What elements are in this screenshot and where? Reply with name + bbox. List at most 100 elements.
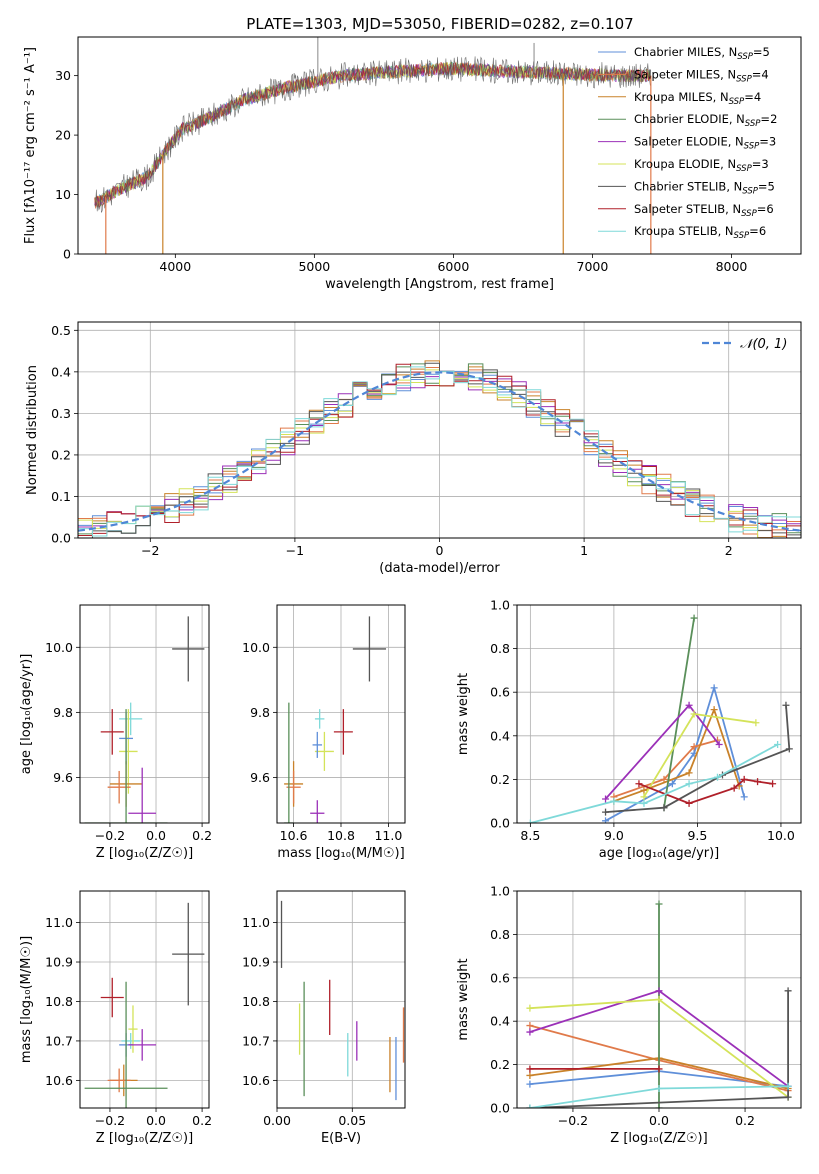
mass-weight-vs-age-marks xyxy=(526,614,793,823)
weight-marker xyxy=(526,1028,534,1036)
y-tick-label: 10.8 xyxy=(45,994,73,1009)
x-tick-label: 9.5 xyxy=(687,828,707,843)
age-vs-mass-grid xyxy=(277,605,405,823)
y-tick-label: 0.6 xyxy=(490,970,510,985)
spectrum-line-chabrier-stelib xyxy=(94,56,651,213)
mass-weight-vs-metallicity-marks xyxy=(526,900,792,1108)
weight-marker xyxy=(685,799,693,807)
y-tick-label: 9.6 xyxy=(250,770,270,785)
y-tick-label: 10.6 xyxy=(45,1073,73,1088)
errorbar-point xyxy=(84,709,168,823)
weight-marker xyxy=(774,741,782,749)
legend-nssp-value: 6 xyxy=(759,224,766,238)
y-tick-label: 10.8 xyxy=(242,994,270,1009)
weight-marker xyxy=(640,786,648,794)
x-tick-label: 0.0 xyxy=(649,1113,669,1128)
x-axis-label: Z [log₁₀(Z/Z☉)] xyxy=(610,1131,707,1146)
weight-marker xyxy=(526,1071,534,1079)
y-tick-label: 10.9 xyxy=(45,955,73,970)
y-tick-label: 10.0 xyxy=(242,640,270,655)
y-tick-label: 10.7 xyxy=(242,1033,270,1048)
x-tick-label: 5000 xyxy=(298,259,330,274)
weight-marker xyxy=(655,996,663,1003)
x-tick-label: 0 xyxy=(436,543,444,558)
legend-label: Kroupa MILES, NSSP=4 xyxy=(634,90,761,107)
plot-frame xyxy=(79,890,210,1109)
legend-label: Chabrier MILES, NSSP=5 xyxy=(634,45,770,62)
weight-series-chabrier-miles xyxy=(602,684,748,823)
y-tick-label: 0.4 xyxy=(490,1014,510,1029)
weight-line xyxy=(530,743,779,823)
errorbar-point xyxy=(128,1005,138,1053)
weight-marker xyxy=(730,784,738,792)
x-axis-label: wavelength [Angstrom, rest frame] xyxy=(325,277,554,292)
x-tick-label: −0.2 xyxy=(95,828,125,843)
x-tick-label: 10.6 xyxy=(280,828,308,843)
age-vs-metallicity-grid xyxy=(80,605,209,823)
weight-marker xyxy=(715,741,723,749)
weight-marker xyxy=(655,987,663,995)
x-tick-label: 0.05 xyxy=(338,1113,366,1128)
plot-frame xyxy=(276,604,406,824)
weight-marker xyxy=(690,614,698,622)
errorbar-point xyxy=(352,616,387,682)
y-tick-label: 0.2 xyxy=(51,447,71,462)
errorbar-point xyxy=(172,616,205,682)
errorbar-point xyxy=(121,1033,140,1049)
errorbar-point xyxy=(314,731,334,771)
y-tick-label: 10.6 xyxy=(242,1073,270,1088)
x-tick-label: 6000 xyxy=(437,259,469,274)
legend-label: Kroupa STELIB, NSSP=6 xyxy=(634,224,766,241)
plot-frame xyxy=(516,890,802,1109)
weight-marker xyxy=(526,1080,534,1088)
weight-marker xyxy=(526,1065,534,1073)
weight-marker xyxy=(710,684,718,692)
weight-marker xyxy=(526,1104,534,1108)
weight-marker xyxy=(690,710,698,718)
x-axis-label: Z [log₁₀(Z/Z☉)] xyxy=(96,1131,193,1146)
weight-series-chabrier-elodie xyxy=(655,900,663,1108)
errorbar-point xyxy=(128,767,157,823)
y-tick-label: 11.0 xyxy=(45,915,73,930)
weight-marker xyxy=(740,793,748,801)
weight-marker xyxy=(784,1093,792,1101)
plot-frame xyxy=(79,604,210,824)
legend-label: Kroupa ELODIE, NSSP=3 xyxy=(634,157,769,174)
mass-vs-extinction-grid xyxy=(276,891,405,1108)
age-vs-metallicity-marks xyxy=(84,616,205,823)
weight-series-salpeter-miles xyxy=(610,736,721,801)
y-tick-label: 0.6 xyxy=(490,685,510,700)
plot-frame xyxy=(77,321,802,539)
spectrum-legend: Chabrier MILES, NSSP=5 Salpeter MILES, NS… xyxy=(598,45,777,241)
y-tick-label: 9.8 xyxy=(53,705,73,720)
weight-marker xyxy=(655,900,663,908)
y-tick-label: 10.9 xyxy=(242,955,270,970)
legend-nssp-value: 4 xyxy=(761,67,768,81)
y-tick-label: 10.7 xyxy=(45,1033,73,1048)
x-tick-label: 4000 xyxy=(159,259,191,274)
x-tick-label: 9.0 xyxy=(604,828,624,843)
weight-line xyxy=(638,778,773,805)
weight-marker xyxy=(640,799,648,807)
panel-mass-vs-metallicity: −0.2 0.0 0.2 10.6 10.7 10.8 10.9 11.0 Z [log₁₀(Z… xyxy=(19,890,212,1146)
legend-nssp-value: 5 xyxy=(768,179,775,193)
errorbar-point xyxy=(107,770,131,804)
panel-spectrum: 4000 5000 6000 7000 8000 0 10 20 30 wavelength [A… xyxy=(23,36,802,292)
x-axis-label: age [log₁₀(age/yr)] xyxy=(599,846,720,861)
weight-marker xyxy=(655,1065,663,1073)
legend-label: Chabrier STELIB, NSSP=5 xyxy=(634,179,775,196)
weight-marker xyxy=(610,797,618,805)
weight-marker xyxy=(655,1104,663,1108)
legend-nssp-value: 6 xyxy=(766,202,773,216)
errorbar-point xyxy=(100,709,124,755)
weight-marker xyxy=(685,769,693,777)
histogram-legend: 𝒩(0, 1) xyxy=(702,337,787,352)
weight-marker xyxy=(526,1022,534,1030)
y-tick-label: 0.4 xyxy=(490,728,510,743)
mass-vs-extinction-marks xyxy=(280,900,405,1101)
y-axis-label: mass [log₁₀(M/M☉)] xyxy=(19,936,34,1063)
weight-line xyxy=(613,739,718,798)
legend-model-name: Salpeter ELODIE xyxy=(634,135,728,149)
x-tick-label: 1 xyxy=(580,543,588,558)
y-axis-label: Normed distribution xyxy=(25,365,40,495)
